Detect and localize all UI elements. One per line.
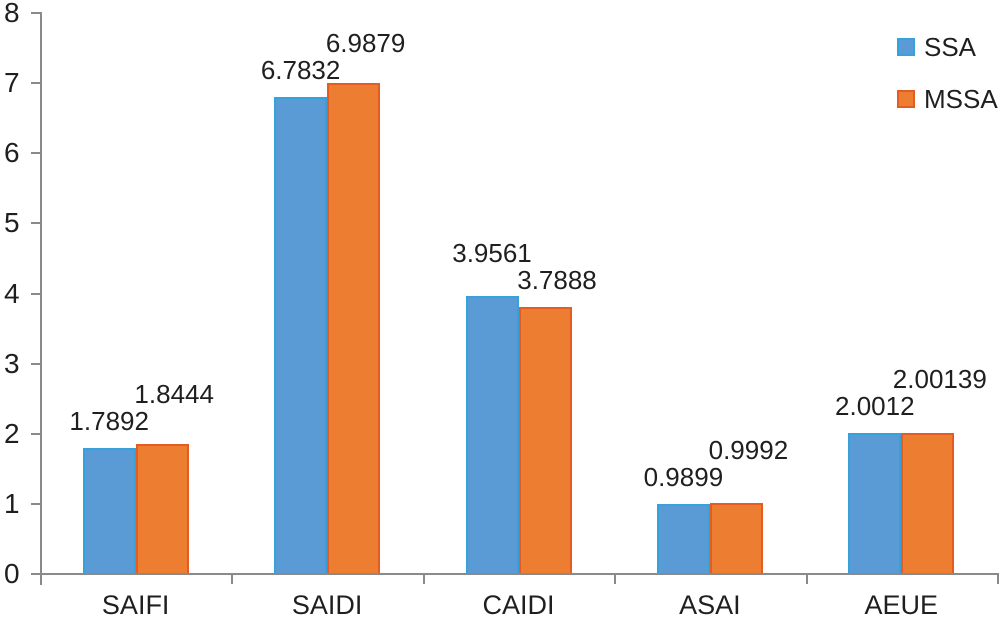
bar-mssa-aeue	[901, 432, 955, 573]
bar-mssa-asai	[709, 502, 763, 573]
bar-value-label-mssa-saidi: 6.9879	[325, 28, 406, 59]
y-axis-tick-label: 2	[4, 417, 20, 449]
y-axis-tick-label: 7	[4, 67, 20, 99]
x-axis-tick	[423, 573, 425, 584]
x-axis-tick	[614, 573, 616, 584]
y-axis-tick-label: 1	[4, 487, 20, 519]
x-axis-category-label: SAIFI	[101, 590, 170, 620]
bar-value-label-ssa-saidi: 6.7832	[260, 55, 341, 86]
y-axis-line	[40, 12, 42, 585]
legend: SSA MSSA	[897, 33, 998, 137]
legend-swatch-mssa	[897, 90, 915, 108]
y-axis-tick-label: 0	[4, 558, 20, 589]
y-axis-tick	[31, 12, 40, 14]
bar-value-label-ssa-asai: 0.9899	[643, 461, 724, 492]
bar-value-label-mssa-asai: 0.9992	[708, 434, 789, 465]
bar-ssa-saifi	[82, 447, 136, 573]
y-axis-tick-label: 3	[4, 347, 20, 379]
y-axis-tick	[31, 362, 40, 365]
y-axis-tick	[31, 573, 40, 575]
y-axis-tick	[31, 82, 40, 85]
bar-ssa-asai	[656, 503, 710, 573]
x-axis-category-label: AEUE	[864, 590, 939, 620]
bar-value-label-ssa-saifi: 1.7892	[69, 405, 149, 436]
x-axis-tick	[40, 573, 42, 584]
y-axis-tick-label: 4	[4, 277, 20, 309]
bar-value-label-ssa-caidi: 3.9561	[452, 238, 532, 269]
x-axis-line	[32, 573, 997, 575]
bar-value-label-ssa-aeue: 2.0012	[835, 390, 915, 421]
bar-ssa-caidi	[465, 295, 519, 573]
legend-item-mssa: MSSA	[897, 85, 998, 113]
y-axis-tick-label: 5	[4, 207, 20, 239]
bar-value-label-mssa-aeue: 2.00139	[892, 363, 987, 394]
bar-mssa-saidi	[327, 82, 381, 573]
bar-ssa-aeue	[848, 432, 902, 573]
x-axis-category-label: CAIDI	[482, 590, 555, 620]
y-axis-tick	[31, 432, 40, 435]
legend-label-ssa: SSA	[924, 32, 977, 62]
x-axis-category-label: SAIDI	[291, 590, 363, 620]
bar-value-label-mssa-saifi: 1.8444	[134, 378, 214, 409]
legend-item-ssa: SSA	[897, 33, 998, 61]
bar-value-label-mssa-caidi: 3.7888	[517, 265, 597, 296]
bar-mssa-caidi	[518, 307, 572, 573]
y-axis-tick-label: 6	[4, 137, 20, 169]
x-axis-category-label: ASAI	[679, 590, 741, 620]
legend-swatch-ssa	[897, 38, 915, 56]
y-axis-tick	[31, 152, 40, 155]
y-axis-tick	[31, 222, 40, 225]
x-axis-tick	[231, 573, 233, 584]
bar-mssa-saifi	[135, 443, 189, 573]
y-axis-tick	[31, 502, 40, 505]
x-axis-tick	[806, 573, 808, 584]
x-axis-tick	[997, 573, 999, 584]
bar-ssa-saidi	[274, 97, 328, 573]
y-axis-tick	[31, 292, 40, 295]
legend-label-mssa: MSSA	[924, 84, 998, 114]
y-axis-tick-label: 8	[4, 0, 20, 28]
